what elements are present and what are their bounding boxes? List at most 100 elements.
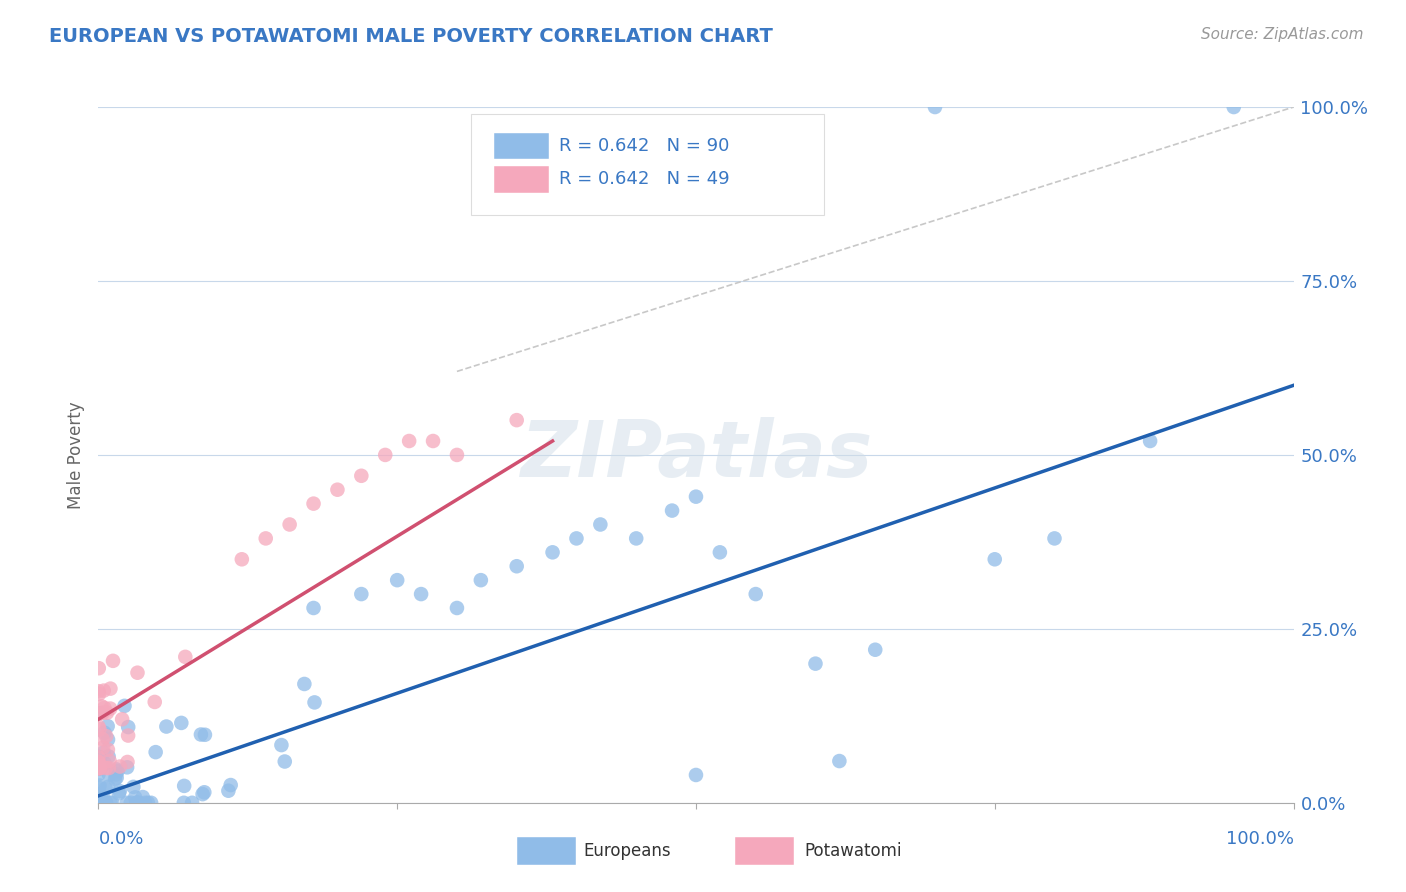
Point xyxy=(446,448,468,462)
Point xyxy=(87,788,110,802)
Point xyxy=(94,781,117,796)
Point xyxy=(104,772,127,786)
Point xyxy=(626,532,648,546)
Point xyxy=(1222,100,1246,114)
Point xyxy=(93,700,115,714)
Point xyxy=(100,796,122,810)
Point xyxy=(89,723,111,737)
Point xyxy=(98,768,121,782)
Point xyxy=(115,796,138,810)
Point xyxy=(411,587,433,601)
Point xyxy=(565,532,588,546)
Point xyxy=(98,754,121,768)
Point xyxy=(97,749,120,764)
Point xyxy=(87,761,110,775)
Point xyxy=(87,661,110,675)
Point xyxy=(87,761,110,775)
Point xyxy=(93,793,115,807)
Point xyxy=(470,573,492,587)
Point xyxy=(128,796,150,810)
Point xyxy=(302,601,325,615)
Point xyxy=(90,756,112,771)
Point xyxy=(114,698,136,713)
Point xyxy=(87,780,110,795)
Point xyxy=(93,746,115,760)
Point xyxy=(217,783,239,797)
Point xyxy=(191,787,214,801)
Point xyxy=(93,796,115,810)
Point xyxy=(89,790,111,805)
Point xyxy=(87,755,110,769)
Point xyxy=(87,762,110,776)
Point xyxy=(96,729,118,743)
Point xyxy=(132,790,155,805)
Text: ZIPatlas: ZIPatlas xyxy=(520,417,872,493)
Point xyxy=(89,706,111,721)
Point xyxy=(107,764,129,779)
Point xyxy=(292,677,315,691)
Point xyxy=(87,767,110,781)
Point xyxy=(685,490,707,504)
Point xyxy=(122,780,145,794)
Point xyxy=(173,796,195,810)
Point xyxy=(111,712,134,726)
Point xyxy=(155,720,177,734)
Point xyxy=(174,649,197,664)
Point xyxy=(134,796,156,810)
Point xyxy=(350,587,373,601)
Point xyxy=(1043,532,1066,546)
Point xyxy=(120,796,142,810)
Point xyxy=(145,745,167,759)
Point xyxy=(100,681,122,696)
Point xyxy=(104,767,127,781)
Point xyxy=(194,728,217,742)
Point xyxy=(96,706,118,720)
Point xyxy=(90,699,112,714)
Point xyxy=(190,727,212,741)
Point xyxy=(685,768,707,782)
Point xyxy=(541,545,564,559)
Point xyxy=(93,725,115,739)
Point xyxy=(87,749,110,764)
Point xyxy=(108,784,131,798)
Point xyxy=(170,715,193,730)
Point xyxy=(90,706,112,720)
Point xyxy=(125,796,148,810)
Point xyxy=(398,434,420,448)
Point xyxy=(984,552,1007,566)
Point xyxy=(254,532,277,546)
Point xyxy=(93,683,115,698)
Point xyxy=(1139,434,1161,448)
Text: R = 0.642   N = 90: R = 0.642 N = 90 xyxy=(558,137,728,155)
Point xyxy=(115,760,138,774)
Text: Source: ZipAtlas.com: Source: ZipAtlas.com xyxy=(1201,27,1364,42)
Point xyxy=(385,573,409,587)
Point xyxy=(94,796,117,810)
Point xyxy=(93,756,115,771)
Point xyxy=(91,796,114,810)
FancyBboxPatch shape xyxy=(494,166,548,193)
Point xyxy=(89,761,111,775)
Point xyxy=(97,780,120,794)
Point xyxy=(87,684,110,698)
Point xyxy=(94,761,117,775)
Point xyxy=(97,732,120,747)
FancyBboxPatch shape xyxy=(494,133,548,159)
Point xyxy=(422,434,444,448)
Point xyxy=(506,413,529,427)
Point xyxy=(87,758,110,772)
Point xyxy=(302,497,325,511)
Point xyxy=(181,796,204,810)
Point xyxy=(105,763,128,777)
Text: R = 0.642   N = 49: R = 0.642 N = 49 xyxy=(558,170,730,188)
Point xyxy=(87,719,110,733)
Point xyxy=(108,786,131,800)
Point xyxy=(97,742,120,756)
Point xyxy=(91,732,114,747)
Point xyxy=(89,796,111,810)
Point xyxy=(108,759,131,773)
Point xyxy=(90,796,112,810)
Point xyxy=(136,796,159,810)
Point xyxy=(661,503,683,517)
Point xyxy=(924,100,946,114)
